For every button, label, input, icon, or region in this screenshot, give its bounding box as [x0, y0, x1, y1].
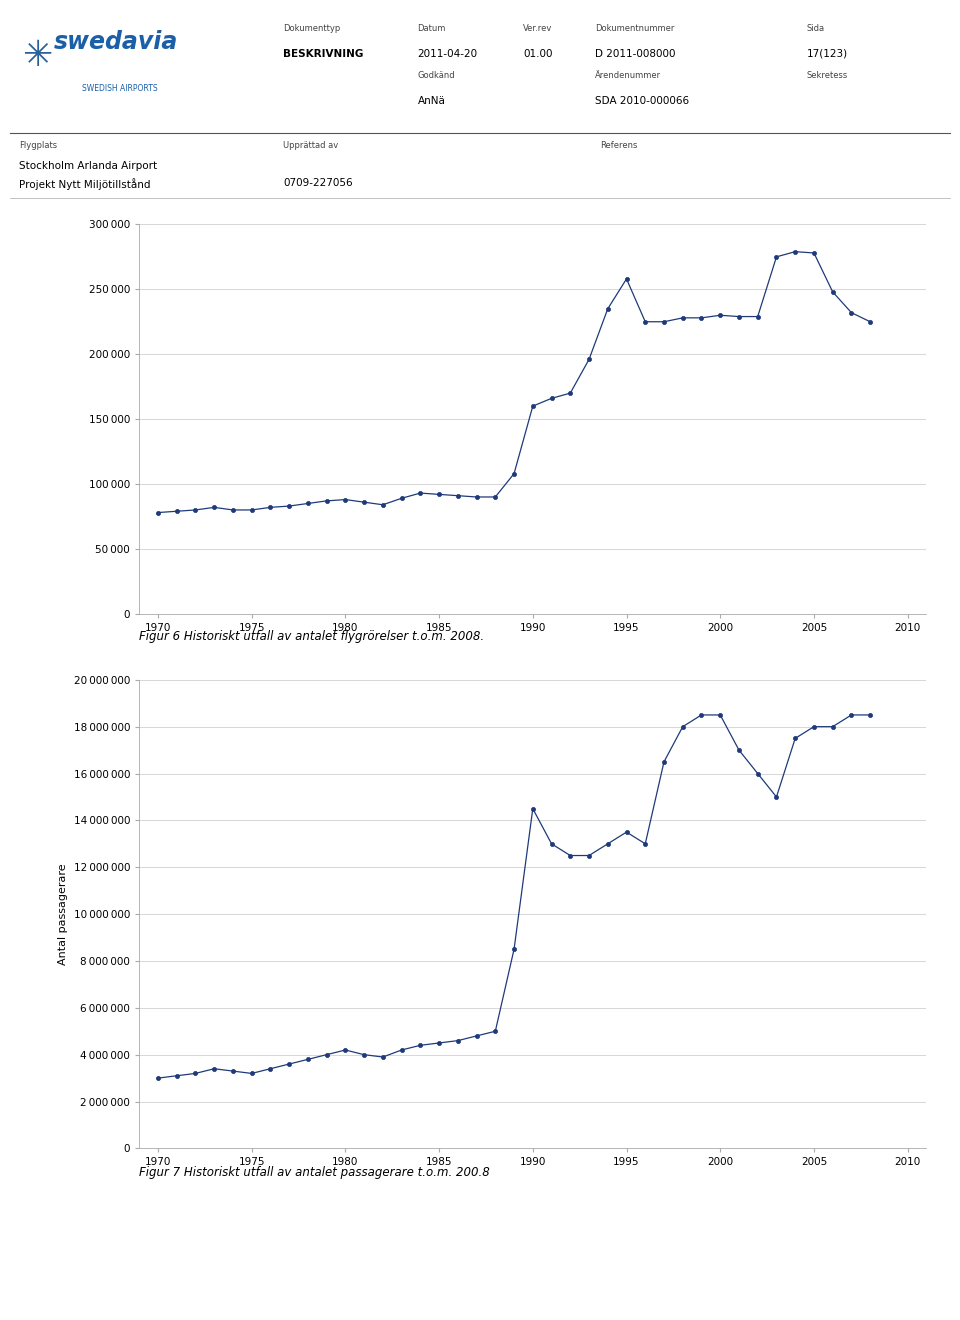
Text: 17(123): 17(123) [806, 49, 848, 59]
Text: D 2011-008000: D 2011-008000 [595, 49, 676, 59]
Text: 01.00: 01.00 [523, 49, 553, 59]
Y-axis label: Antal passagerare: Antal passagerare [59, 863, 68, 965]
Text: Sida: Sida [806, 24, 825, 33]
Text: Figur 7 Historiskt utfall av antalet passagerare t.o.m. 200.8: Figur 7 Historiskt utfall av antalet pas… [139, 1166, 490, 1179]
Text: SWEDISH AIRPORTS: SWEDISH AIRPORTS [83, 83, 157, 92]
Text: Dokumentnummer: Dokumentnummer [595, 24, 675, 33]
Text: swedavia: swedavia [54, 30, 178, 54]
Text: Figur 6 Historiskt utfall av antalet flygrörelser t.o.m. 2008.: Figur 6 Historiskt utfall av antalet fly… [139, 630, 485, 643]
Text: Datum: Datum [418, 24, 446, 33]
Text: Ärendenummer: Ärendenummer [595, 71, 661, 81]
Text: Sekretess: Sekretess [806, 71, 848, 81]
Text: Godkänd: Godkänd [418, 71, 455, 81]
Text: Ver.rev: Ver.rev [523, 24, 553, 33]
Text: 0709-227056: 0709-227056 [283, 178, 353, 189]
Text: SDA 2010-000066: SDA 2010-000066 [595, 96, 689, 107]
Text: Dokumenttyp: Dokumenttyp [283, 24, 341, 33]
Text: ✳: ✳ [23, 38, 54, 73]
Text: Referens: Referens [600, 141, 637, 150]
Text: 2011-04-20: 2011-04-20 [418, 49, 478, 59]
Text: Projekt Nytt Miljötillstånd: Projekt Nytt Miljötillstånd [19, 178, 151, 190]
Text: BESKRIVNING: BESKRIVNING [283, 49, 364, 59]
Text: Upprättad av: Upprättad av [283, 141, 339, 150]
Text: Flygplats: Flygplats [19, 141, 58, 150]
Text: AnNä: AnNä [418, 96, 445, 107]
Text: Stockholm Arlanda Airport: Stockholm Arlanda Airport [19, 161, 157, 172]
